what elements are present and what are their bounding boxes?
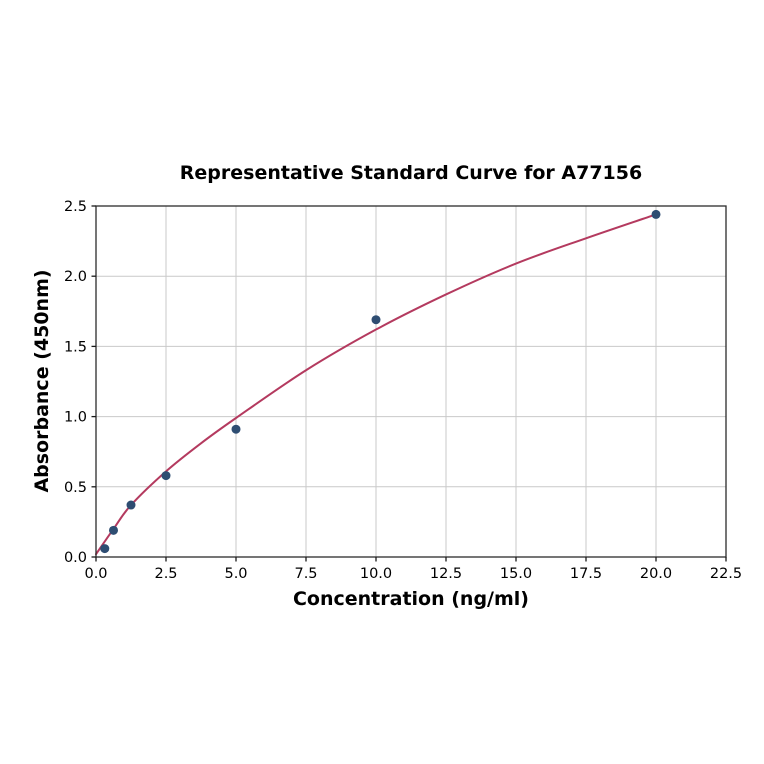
data-point xyxy=(100,544,110,554)
data-point xyxy=(651,209,661,219)
data-point xyxy=(371,315,381,325)
x-tick-label: 17.5 xyxy=(570,566,602,582)
y-tick-label: 0.0 xyxy=(64,550,87,566)
x-tick-label: 2.5 xyxy=(154,566,177,582)
plot-spines xyxy=(95,205,727,558)
x-tick-label: 20.0 xyxy=(640,566,672,582)
data-point xyxy=(231,424,241,434)
y-tick-label: 2.0 xyxy=(64,269,87,285)
x-tick-label: 0.0 xyxy=(84,566,107,582)
y-tick-label: 1.0 xyxy=(64,410,87,426)
y-tick-label: 2.5 xyxy=(64,199,87,215)
x-tick-label: 15.0 xyxy=(500,566,532,582)
data-point xyxy=(126,500,136,510)
x-tick-label: 22.5 xyxy=(710,566,742,582)
x-tick-label: 7.5 xyxy=(294,566,317,582)
data-point xyxy=(109,525,118,535)
x-axis-label: Concentration (ng/ml) xyxy=(292,588,529,610)
y-tick-label: 0.5 xyxy=(64,480,87,496)
y-tick-label: 1.5 xyxy=(64,339,87,355)
chart-title: Representative Standard Curve for A77156 xyxy=(179,162,643,184)
x-tick-label: 10.0 xyxy=(360,566,392,582)
data-point xyxy=(161,471,171,481)
x-tick-label: 12.5 xyxy=(430,566,462,582)
x-tick-label: 5.0 xyxy=(224,566,247,582)
